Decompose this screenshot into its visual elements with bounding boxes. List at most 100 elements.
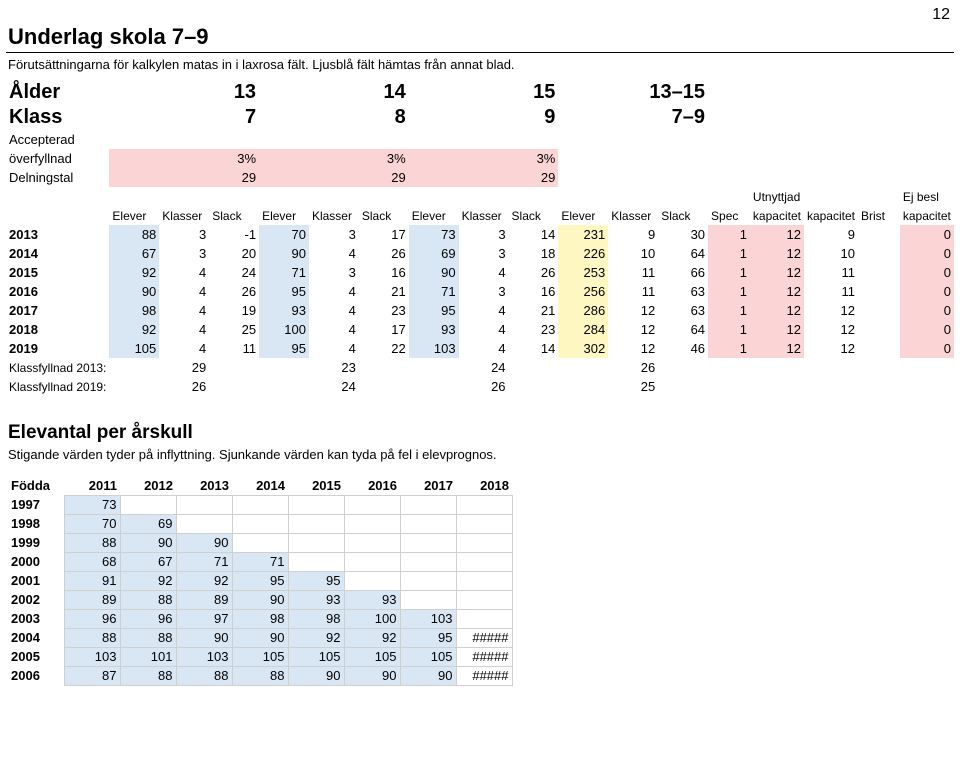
kf-cell — [509, 358, 559, 377]
sh-8: Slack — [509, 206, 559, 225]
klass-79: 7–9 — [672, 106, 705, 128]
data-cell: 90 — [409, 263, 459, 282]
data-cell: 95 — [259, 282, 309, 301]
data-cell: 11 — [209, 339, 259, 358]
cohort-row-year: 2004 — [8, 628, 64, 647]
data-row: 20146732090426693182261064112100 — [6, 244, 954, 263]
cohort-cell — [288, 533, 344, 552]
data-cell: 63 — [658, 282, 708, 301]
cohort-cell — [344, 495, 400, 514]
sh-6: Elever — [409, 206, 459, 225]
data-cell: 4 — [159, 339, 209, 358]
cohort-cell — [456, 514, 512, 533]
row-year: 2014 — [6, 244, 109, 263]
kf-cell — [259, 377, 309, 396]
cohort-row: 200488889090929295##### — [8, 628, 512, 647]
cohort-cell: 87 — [64, 666, 120, 685]
cohort-cell: 92 — [120, 571, 176, 590]
data-cell: 26 — [359, 244, 409, 263]
data-cell: 63 — [658, 301, 708, 320]
cohort-cell: 90 — [344, 666, 400, 685]
data-cell: 11 — [804, 282, 858, 301]
cohort-cell: 105 — [344, 647, 400, 666]
data-cell: 21 — [359, 282, 409, 301]
cohort-cell — [344, 571, 400, 590]
data-cell: 71 — [259, 263, 309, 282]
deln-9: 29 — [541, 170, 555, 185]
data-cell: 3 — [159, 244, 209, 263]
cohort-cell: 88 — [64, 628, 120, 647]
data-cell: 1 — [708, 320, 750, 339]
klass-8: 8 — [395, 106, 406, 128]
label-klass: Klass — [6, 105, 109, 130]
cohort-cell: 95 — [232, 571, 288, 590]
cohort-cell: 90 — [232, 628, 288, 647]
kf-cell — [409, 358, 459, 377]
row-alder: Ålder 13 14 15 13–15 — [6, 80, 954, 105]
cohort-cell: 88 — [232, 666, 288, 685]
section2-subtitle: Stigande värden tyder på inflyttning. Sj… — [6, 446, 954, 470]
age-13: 13 — [234, 81, 256, 103]
data-cell — [858, 320, 900, 339]
cohort-cell: 88 — [64, 533, 120, 552]
data-cell: 30 — [658, 225, 708, 244]
data-cell: 24 — [209, 263, 259, 282]
data-cell: 11 — [608, 282, 658, 301]
cohort-cell — [344, 533, 400, 552]
cohort-cell: 88 — [120, 666, 176, 685]
data-cell: 16 — [359, 263, 409, 282]
kf-cell — [658, 358, 708, 377]
sh-15: Brist — [858, 206, 900, 225]
sh-16: kapacitet — [900, 206, 954, 225]
data-cell: 70 — [259, 225, 309, 244]
data-cell: 25 — [209, 320, 259, 339]
cohort-cell: 90 — [400, 666, 456, 685]
age-1315: 13–15 — [649, 81, 705, 103]
klass-7: 7 — [245, 106, 256, 128]
cohort-row: 19987069 — [8, 514, 512, 533]
data-cell: 4 — [459, 263, 509, 282]
data-cell: 98 — [109, 301, 159, 320]
age-15: 15 — [533, 81, 555, 103]
cohort-row-year: 2001 — [8, 571, 64, 590]
cohort-cell — [456, 609, 512, 628]
page: 12 Underlag skola 7–9 Förutsättningarna … — [0, 0, 960, 716]
label-alder: Ålder — [6, 80, 109, 105]
data-cell: 256 — [558, 282, 608, 301]
sh-11: Slack — [658, 206, 708, 225]
cohort-cell: ##### — [456, 647, 512, 666]
sh-9: Elever — [558, 206, 608, 225]
page-title: Underlag skola 7–9 — [6, 10, 954, 52]
data-cell: 3 — [309, 225, 359, 244]
data-cell: 21 — [509, 301, 559, 320]
data-cell: 26 — [209, 282, 259, 301]
cohort-cell: 70 — [64, 514, 120, 533]
data-cell: 231 — [558, 225, 608, 244]
data-cell: 92 — [109, 263, 159, 282]
kf-cell — [509, 377, 559, 396]
cohort-year-col: 2011 — [64, 476, 120, 495]
cohort-row-year: 2005 — [8, 647, 64, 666]
data-cell: 12 — [750, 263, 804, 282]
cohort-body: 1997731998706919998890902000686771712001… — [8, 495, 512, 685]
kf-label: Klassfyllnad 2013: — [6, 358, 109, 377]
data-cell: 100 — [259, 320, 309, 339]
cohort-cell — [176, 495, 232, 514]
data-cell: 4 — [309, 320, 359, 339]
cohort-cell — [288, 495, 344, 514]
cohort-year-col: 2014 — [232, 476, 288, 495]
data-cell: 46 — [658, 339, 708, 358]
cohort-cell: 90 — [176, 533, 232, 552]
data-cell: 0 — [900, 282, 954, 301]
kf-cell — [558, 358, 608, 377]
row-year: 2018 — [6, 320, 109, 339]
data-cell: 4 — [459, 320, 509, 339]
data-cell: 92 — [109, 320, 159, 339]
data-cell: 284 — [558, 320, 608, 339]
data-cell: 9 — [608, 225, 658, 244]
kf-cell — [209, 377, 259, 396]
kf-cell: 24 — [459, 358, 509, 377]
sh-5: Slack — [359, 206, 409, 225]
hdr-utnyttjad: Utnyttjad — [750, 187, 858, 206]
data-row: 2019105411954221034143021246112120 — [6, 339, 954, 358]
